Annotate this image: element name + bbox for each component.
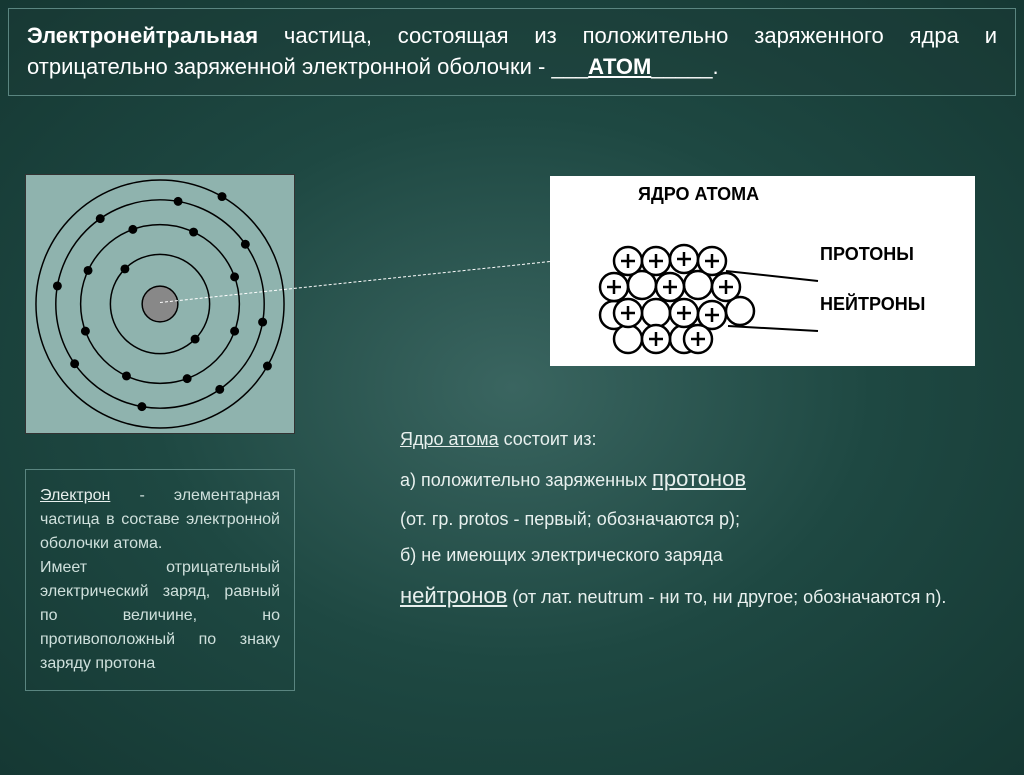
- nucleus-title: ЯДРО АТОМА: [638, 184, 967, 205]
- nucleus-intro: Ядро атома состоит из:: [400, 424, 990, 455]
- nucleus-b: нейтронов (от лат. neutrum - ни то, ни д…: [400, 577, 990, 614]
- definition-bold: Электронейтральная: [27, 23, 258, 48]
- nucleus-diagram-box: ЯДРО АТОМА ПРОТОНЫ НЕЙТРОНЫ: [550, 176, 975, 366]
- atom-diagram: [25, 174, 295, 434]
- nucleus-b-note: (от лат. neutrum - ни то, ни другое; обо…: [507, 587, 946, 607]
- electron-p1: Электрон - элементарная частица в состав…: [40, 484, 280, 556]
- definition-rest2: _____.: [651, 54, 718, 79]
- neutron-word: нейтронов: [400, 583, 507, 608]
- nucleus-composition-text: Ядро атома состоит из: а) положительно з…: [400, 424, 990, 621]
- nucleus-svg: [558, 211, 968, 361]
- atom-svg: [26, 175, 294, 433]
- electron-word: Электрон: [40, 487, 110, 504]
- electron-definition: Электрон - элементарная частица в состав…: [25, 469, 295, 691]
- definition-text: Электронейтральная частица, состоящая из…: [27, 21, 997, 83]
- nucleus-intro-u: Ядро атома: [400, 429, 499, 449]
- definition-header: Электронейтральная частица, состоящая из…: [8, 8, 1016, 96]
- proton-label: ПРОТОНЫ: [820, 244, 914, 265]
- proton-word: протонов: [652, 466, 746, 491]
- electron-p2: Имеет отрицательный электрический заряд,…: [40, 556, 280, 676]
- atom-word: АТОМ: [588, 54, 651, 79]
- nucleus-intro-rest: состоит из:: [499, 429, 597, 449]
- nucleus-a-pre: а) положительно заряженных: [400, 470, 652, 490]
- nucleus-a-note: (от. гр. protos - первый; обозначаются р…: [400, 504, 990, 535]
- nucleus-b-pre: б) не имеющих электрического заряда: [400, 540, 990, 571]
- content-area: ЯДРО АТОМА ПРОТОНЫ НЕЙТРОНЫ Электрон - э…: [0, 104, 1024, 724]
- nucleus-a: а) положительно заряженных протонов: [400, 460, 990, 497]
- neutron-label: НЕЙТРОНЫ: [820, 294, 925, 315]
